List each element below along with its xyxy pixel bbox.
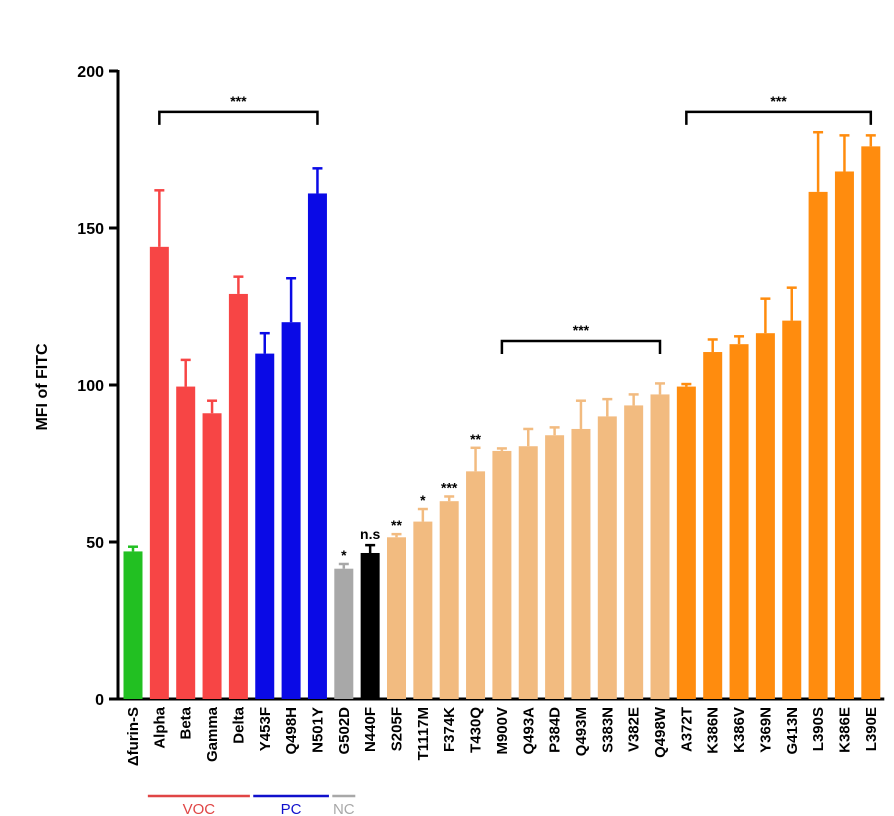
category-label: S205F [389,707,406,751]
bar [413,521,433,699]
significance-labels: *n.s******** [341,431,481,563]
bar [782,320,802,699]
significance-label: ** [470,431,481,447]
bracket-label: *** [770,93,787,109]
bar [176,386,196,699]
bar [334,568,354,699]
category-label: Gamma [204,706,221,762]
group-label: VOC [183,801,216,816]
y-tick-label: 0 [95,692,104,709]
bar [729,344,749,699]
significance-label: * [341,547,347,563]
category-label: Q498W [652,706,669,758]
bracket-label: *** [230,93,247,109]
bracket-label: *** [573,322,590,338]
category-label: Y453F [257,707,274,751]
category-label: K386V [731,707,748,753]
bar [861,146,881,700]
bar [228,293,248,699]
category-label: Q493A [520,707,537,755]
group-label: NC [333,801,355,816]
category-label: K386N [705,707,722,754]
category-label: S383N [599,707,616,753]
category-label: Delta [230,706,247,743]
bar [545,435,565,699]
bar [808,191,828,699]
category-label: A372T [678,707,695,752]
y-tick-label: 100 [77,378,104,395]
bar [492,450,512,699]
category-label: Q493M [573,707,590,756]
category-labels: Δfurin-S Alpha Beta Gamma Delta Y453F Q498H N50… [125,706,880,766]
bar [755,333,775,699]
y-axis-ticks: 0 50 100 150 200 [77,64,118,709]
bracket-line [500,339,662,355]
category-label: N501Y [309,707,326,753]
bar [650,394,670,699]
category-label: G413N [784,707,801,755]
bar [466,471,486,699]
y-tick-label: 150 [77,221,104,238]
category-label: G502D [336,707,353,755]
bar [149,246,169,699]
bar [624,405,644,699]
bracket-line [685,110,873,125]
category-label: Δfurin-S [125,707,142,766]
bar [703,352,723,699]
category-label: T430Q [468,707,485,753]
category-label: T1117M [415,707,432,760]
category-label: K386E [836,707,853,753]
bar [255,353,275,699]
bar [439,501,459,699]
y-axis-title: MFI of FITC [34,343,51,431]
bar [676,386,696,699]
error-bars-group [128,130,876,569]
significance-label: ** [391,517,402,533]
category-label: V382E [626,707,643,752]
category-label: L390E [863,707,880,751]
bar [202,413,222,699]
bar [387,537,406,699]
significance-label: * [420,492,426,508]
bar [360,552,380,699]
bar [571,428,591,699]
category-label: F374K [441,707,458,752]
bar [307,193,327,699]
y-tick-label: 50 [86,535,104,552]
group-labels: VOC PC NC [147,794,356,816]
category-label: Y369N [757,707,774,753]
group-label: PC [281,801,302,816]
bracket-line [158,110,319,125]
bar [281,322,301,699]
category-label: L390S [810,707,827,751]
bars-group [123,146,881,700]
category-label: Beta [178,706,195,739]
bar [597,416,617,699]
category-label: N440F [362,707,379,752]
bar [834,171,854,700]
category-label: M900V [494,707,511,755]
significance-label: *** [441,479,458,495]
category-label: P384D [547,707,564,753]
significance-brackets: *** *** *** [158,93,873,355]
bar [518,446,538,699]
bar [123,551,143,699]
category-label: Q498H [283,707,300,755]
category-label: Alpha [151,706,168,748]
significance-label: n.s [360,526,380,542]
y-tick-label: 200 [77,64,104,81]
